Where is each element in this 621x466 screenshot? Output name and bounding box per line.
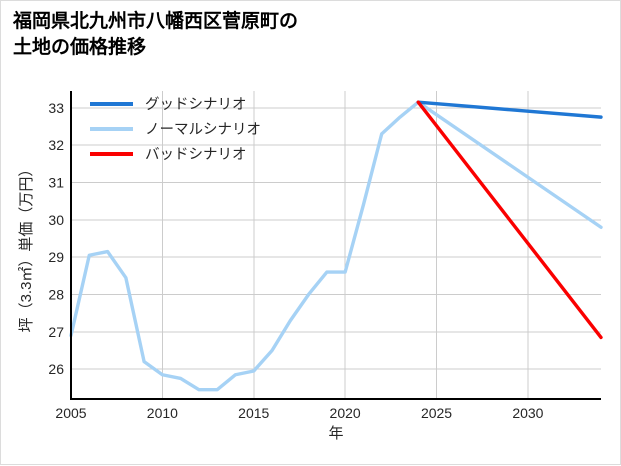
axis-spines — [69, 91, 601, 401]
y-tick-label: 30 — [48, 212, 64, 228]
x-axis-tick-labels: 2005 2010 2015 2020 2025 2030 — [55, 405, 543, 421]
y-tick-label: 29 — [48, 249, 64, 265]
x-tick-label: 2025 — [421, 405, 452, 421]
x-tick-label: 2030 — [512, 405, 543, 421]
series-line-good — [416, 100, 603, 119]
y-tick-label: 31 — [48, 174, 64, 190]
legend-label: グッドシナリオ — [145, 96, 247, 113]
y-tick-label: 32 — [48, 137, 64, 153]
x-tick-label: 2005 — [55, 405, 86, 421]
gridlines — [70, 91, 601, 399]
y-axis-tick-labels: 26 27 28 29 30 31 32 33 — [48, 100, 64, 377]
series-line-normal — [69, 100, 603, 392]
x-tick-label: 2020 — [330, 405, 361, 421]
x-tick-label: 2010 — [147, 405, 178, 421]
y-tick-label: 26 — [48, 361, 64, 377]
y-axis-label: 坪（3.3㎡）単価（万円） — [18, 162, 35, 333]
series-line-bad — [416, 100, 603, 340]
x-tick-label: 2015 — [238, 405, 269, 421]
y-tick-label: 27 — [48, 324, 64, 340]
y-tick-label: 28 — [48, 286, 64, 302]
page-title: 福岡県北九州市八幡西区菅原町の 土地の価格推移 — [13, 11, 299, 58]
legend-label: ノーマルシナリオ — [145, 122, 261, 138]
x-axis-label: 年 — [328, 425, 343, 442]
y-tick-label: 33 — [48, 100, 64, 116]
legend-label: バッドシナリオ — [145, 147, 247, 163]
data-series — [69, 100, 603, 392]
